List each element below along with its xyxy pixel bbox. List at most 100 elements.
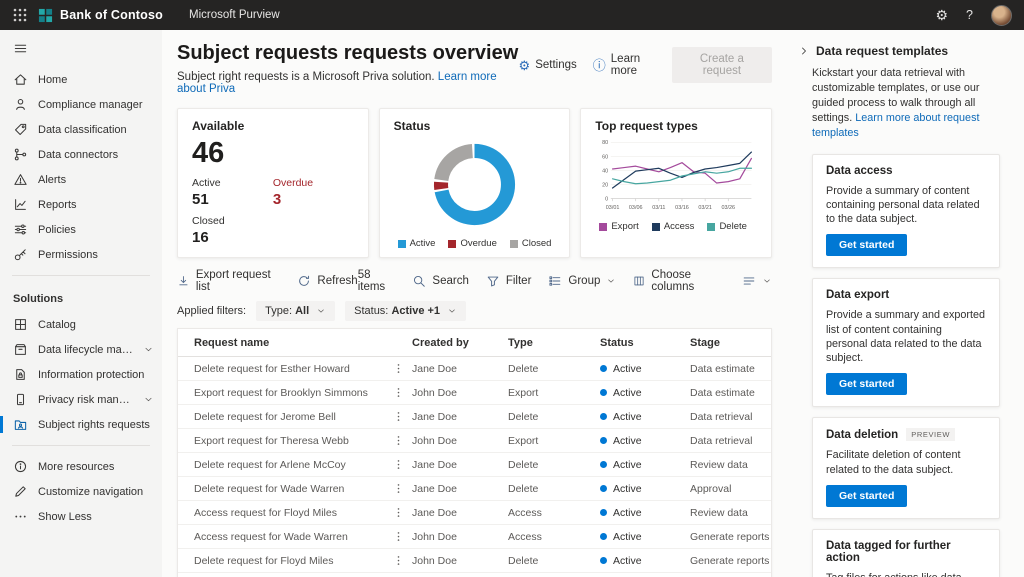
more-actions-icon[interactable] — [392, 362, 405, 375]
status-chart-title: Status — [393, 119, 431, 133]
sidebar-item-compliance-manager[interactable]: Compliance manager — [0, 92, 162, 117]
more-actions-icon[interactable] — [392, 554, 405, 567]
info-circle-icon: ⓘ — [592, 57, 606, 73]
table-row[interactable]: Export request for Theresa Webb John Doe E… — [178, 429, 771, 453]
group-icon — [548, 274, 562, 288]
type-filter-pill[interactable]: Type: All — [256, 301, 336, 321]
stage: Data retrieval — [690, 434, 753, 447]
more-actions-icon[interactable] — [392, 482, 405, 495]
sidebar-item-customize-navigation[interactable]: Customize navigation — [0, 479, 162, 504]
sidebar-item-data-connectors[interactable]: Data connectors — [0, 142, 162, 167]
active-stat: Active 51 — [192, 177, 221, 209]
sidebar-item-show-less[interactable]: Show Less — [0, 504, 162, 529]
settings-button[interactable]: ⚙ Settings — [518, 57, 577, 73]
list-view-selector[interactable] — [742, 274, 772, 288]
help-icon[interactable]: ? — [966, 7, 973, 22]
collapse-nav-button[interactable] — [0, 37, 162, 59]
table-row[interactable]: Access request for Wade Warren John Doe Ac… — [178, 525, 771, 549]
sidebar-item-data-lifecycle-management[interactable]: Data lifecycle management — [0, 337, 162, 362]
more-actions-icon[interactable] — [392, 458, 405, 471]
request-name: Access request for Floyd Miles — [194, 506, 337, 519]
sidebar-item-data-classification[interactable]: Data classification — [0, 117, 162, 142]
template-card-data-access: Data access Provide a summary of content … — [812, 153, 1000, 269]
col-created-by[interactable]: Created by — [412, 336, 469, 349]
svg-text:60: 60 — [602, 154, 608, 160]
sidebar-item-subject-rights-requests[interactable]: Subject rights requests — [0, 412, 162, 437]
sidebar-item-home[interactable]: Home — [0, 67, 162, 92]
request-types-line-chart: 0 20 40 60 80 03/01 03/06 03/11 03/16 03/21 03/26 — [602, 140, 753, 211]
sidebar-section-label: Solutions — [13, 293, 64, 305]
choose-columns-button[interactable]: Choose columns — [633, 269, 725, 293]
table-row[interactable]: Delete request for Wade Warren Jane Doe De… — [178, 477, 771, 501]
created-by: Jane Doe — [412, 506, 457, 519]
sidebar-item-label: Reports — [38, 198, 77, 211]
sidebar-item-reports[interactable]: Reports — [0, 192, 162, 217]
export-request-list-button[interactable]: Export request list — [177, 269, 280, 293]
learn-more-button[interactable]: ⓘ Learn more — [592, 53, 641, 77]
status-legend: Active Overdue Closed — [394, 238, 556, 249]
top-request-types-card: Top request types 0 20 40 60 80 03/01 03/06 03/… — [580, 108, 773, 258]
more-actions-icon[interactable] — [392, 530, 405, 543]
col-type[interactable]: Type — [508, 336, 533, 349]
sidebar-item-catalog[interactable]: Catalog — [0, 312, 162, 337]
group-button[interactable]: Group — [548, 274, 616, 288]
table-row[interactable]: Delete request for Arlene McCoy Jane Doe D… — [178, 453, 771, 477]
more-actions-icon[interactable] — [392, 410, 405, 423]
search-button[interactable]: Search — [412, 274, 469, 288]
refresh-button[interactable]: Refresh — [297, 274, 358, 288]
sidebar-item-information-protection[interactable]: Information protection — [0, 362, 162, 387]
col-request-name[interactable]: Request name — [194, 336, 270, 349]
create-request-button[interactable]: Create a request — [671, 47, 772, 83]
status-badge: Active — [600, 363, 690, 375]
table-row[interactable]: Export request for Brooklyn Simmons John … — [178, 381, 771, 405]
table-row[interactable]: Export request for Arlene McCoyJohn DoeE… — [178, 573, 771, 577]
table-row[interactable]: Access request for Floyd Miles Jane Doe Ac… — [178, 501, 771, 525]
sidebar-item-label: More resources — [38, 460, 115, 473]
sidebar-item-label: Catalog — [38, 318, 76, 331]
settings-gear-icon[interactable]: ⚙ — [935, 7, 949, 23]
chevron-right-icon — [798, 45, 810, 57]
template-card-description: Facilitate deletion of content related t… — [826, 449, 961, 476]
table-row[interactable]: Delete request for Jerome Bell Jane Doe De… — [178, 405, 771, 429]
status-dot — [600, 533, 607, 540]
sidebar-item-policies[interactable]: Policies — [0, 217, 162, 242]
sidebar-item-alerts[interactable]: Alerts — [0, 167, 162, 192]
legend-item: Access — [651, 221, 694, 232]
closed-stat: Closed 16 — [192, 215, 225, 247]
request-name: Delete request for Jerome Bell — [194, 410, 336, 423]
status-badge: Active — [600, 435, 690, 447]
created-by: Jane Doe — [412, 482, 457, 495]
get-started-button[interactable]: Get started — [826, 373, 908, 396]
table-row[interactable]: Delete request for Esther Howard Jane Doe… — [178, 357, 771, 381]
request-type: Delete — [508, 458, 539, 471]
col-stage[interactable]: Stage — [690, 336, 720, 349]
user-avatar[interactable] — [991, 4, 1012, 26]
templates-panel-header[interactable]: Data request templates — [798, 44, 1000, 58]
status-dot — [600, 365, 607, 372]
status-filter-pill[interactable]: Status: Active +1 — [345, 301, 467, 321]
page-title: Subject requests requests overview — [177, 42, 519, 64]
table-row[interactable]: Delete request for Floyd Miles John Doe De… — [178, 549, 771, 573]
template-card-description: Tag files for actions like data updates,… — [826, 571, 986, 577]
get-started-button[interactable]: Get started — [826, 234, 908, 257]
col-status[interactable]: Status — [600, 336, 634, 349]
templates-learn-more-link[interactable]: Learn more about request templates — [812, 112, 980, 140]
template-card-data-tagged-for-further-action: Data tagged for further action Tag files … — [812, 528, 1000, 577]
contoso-logo-icon — [38, 8, 53, 23]
sidebar-item-label: Privacy risk management — [38, 393, 133, 406]
more-actions-icon[interactable] — [392, 434, 405, 447]
table-header-row: Request name Created by Type Status Stage — [178, 329, 771, 357]
priva-learn-more-link[interactable]: Learn more about Priva — [177, 71, 497, 95]
get-started-button[interactable]: Get started — [826, 484, 908, 507]
filter-button[interactable]: Filter — [486, 274, 531, 288]
sidebar-item-label: Alerts — [38, 173, 67, 186]
more-actions-icon[interactable] — [392, 506, 405, 519]
available-label: Available — [192, 119, 245, 133]
more-actions-icon[interactable] — [392, 386, 405, 399]
svg-text:0: 0 — [605, 196, 608, 202]
sidebar-item-privacy-risk-management[interactable]: Privacy risk management — [0, 387, 162, 412]
preview-badge: PREVIEW — [906, 428, 956, 442]
app-launcher-icon[interactable] — [12, 7, 28, 23]
sidebar-item-more-resources[interactable]: More resources — [0, 454, 162, 479]
sidebar-item-permissions[interactable]: Permissions — [0, 242, 162, 267]
